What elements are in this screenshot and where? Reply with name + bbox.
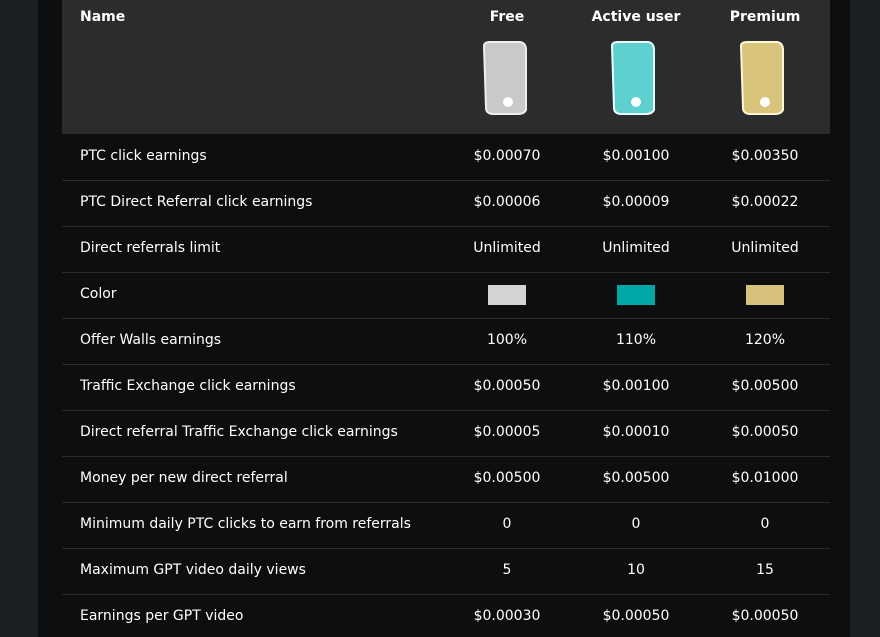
row-label: Traffic Exchange click earnings — [80, 378, 296, 394]
color-swatch-active — [617, 285, 655, 305]
cell-value: 0 — [502, 516, 512, 532]
table-row — [62, 180, 830, 227]
row-label: Maximum GPT video daily views — [80, 562, 306, 578]
cell-value: $0.00050 — [731, 424, 799, 440]
cell-value: 0 — [760, 516, 770, 532]
cell-value: $0.00100 — [602, 148, 670, 164]
table-row — [62, 134, 830, 181]
row-label: Offer Walls earnings — [80, 332, 222, 348]
table-row — [62, 318, 830, 365]
row-label: PTC Direct Referral click earnings — [80, 194, 313, 210]
row-label: Direct referral Traffic Exchange click e… — [80, 424, 398, 440]
cell-value: $0.00022 — [731, 194, 799, 210]
table-row — [62, 502, 830, 549]
premium-icon — [739, 41, 784, 115]
cell-value: 5 — [502, 562, 512, 578]
row-label: PTC click earnings — [80, 148, 207, 164]
cell-value: $0.00006 — [473, 194, 541, 210]
cell-value: $0.00030 — [473, 608, 541, 624]
cell-value: $0.00500 — [731, 378, 799, 394]
cell-value: $0.00350 — [731, 148, 799, 164]
row-label: Minimum daily PTC clicks to earn from re… — [80, 516, 411, 532]
column-header: Active user — [591, 9, 681, 25]
table-row — [62, 456, 830, 503]
cell-value: 15 — [756, 562, 774, 578]
column-header: Free — [489, 9, 525, 25]
color-swatch-premium — [746, 285, 784, 305]
table-row — [62, 364, 830, 411]
table-row — [62, 410, 830, 457]
cell-value: $0.00009 — [602, 194, 670, 210]
cell-value: $0.00050 — [473, 378, 541, 394]
row-label: Earnings per GPT video — [80, 608, 244, 624]
cell-value: $0.00010 — [602, 424, 670, 440]
free-icon — [482, 41, 527, 115]
cell-value: 0 — [631, 516, 641, 532]
cell-value: $0.00005 — [473, 424, 541, 440]
name-header: Name — [80, 9, 126, 25]
cell-value: $0.00070 — [473, 148, 541, 164]
row-label: Color — [80, 286, 117, 302]
color-swatch-free — [488, 285, 526, 305]
table-row — [62, 272, 830, 319]
row-label: Money per new direct referral — [80, 470, 288, 486]
active-icon — [610, 41, 655, 115]
cell-value: $0.00500 — [602, 470, 670, 486]
cell-value: $0.00050 — [731, 608, 799, 624]
cell-value: Unlimited — [602, 240, 670, 256]
cell-value: $0.00100 — [602, 378, 670, 394]
column-header: Premium — [729, 9, 801, 25]
table-row — [62, 548, 830, 595]
cell-value: 10 — [627, 562, 645, 578]
table-row — [62, 226, 830, 273]
cell-value: Unlimited — [473, 240, 541, 256]
cell-value: $0.00500 — [473, 470, 541, 486]
cell-value: 100% — [486, 332, 528, 348]
table-header — [62, 0, 830, 134]
row-label: Direct referrals limit — [80, 240, 221, 256]
cell-value: $0.00050 — [602, 608, 670, 624]
cell-value: $0.01000 — [731, 470, 799, 486]
cell-value: 110% — [615, 332, 657, 348]
cell-value: Unlimited — [731, 240, 799, 256]
cell-value: 120% — [744, 332, 786, 348]
